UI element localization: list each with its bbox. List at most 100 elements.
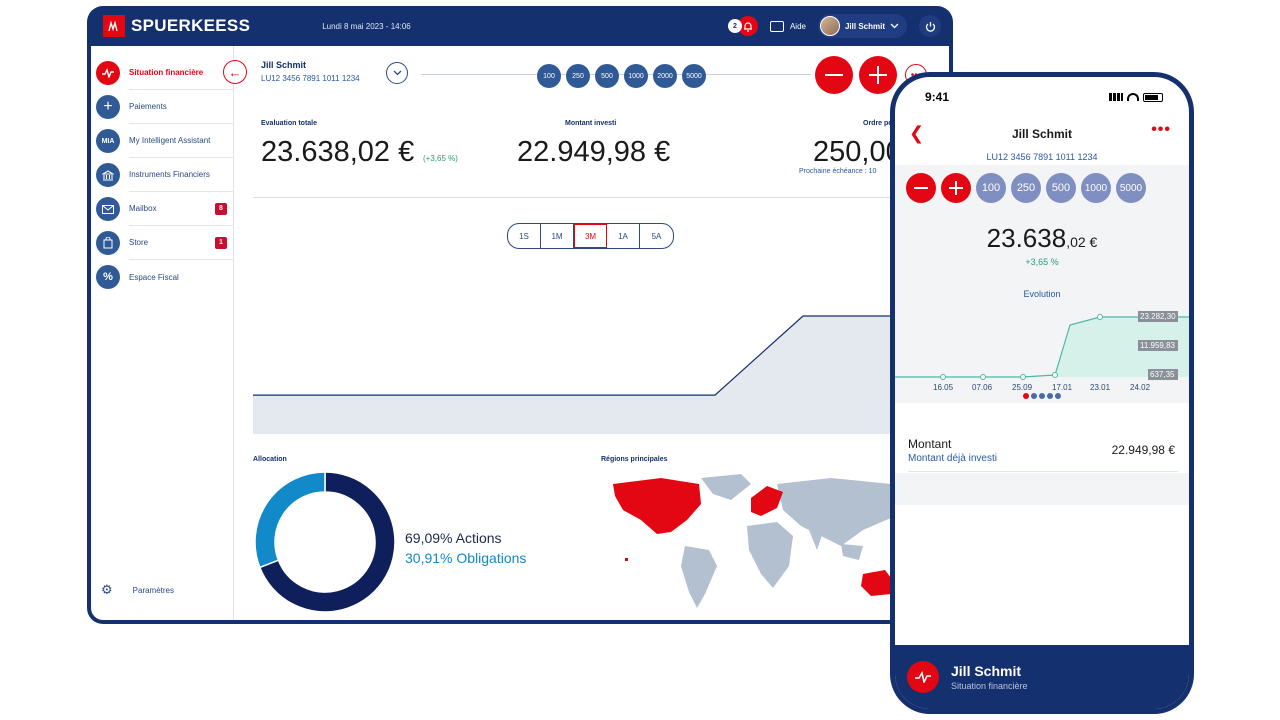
pager-dot[interactable] [1055, 393, 1061, 399]
sidebar-item-fiscal[interactable]: % Espace Fiscal [91, 260, 233, 294]
sidebar-item-label: Paiements [129, 102, 167, 111]
phone-amount-chip[interactable]: 100 [976, 173, 1006, 203]
phone-y-labels: 23.282,30 11.959,83 637,35 [1138, 311, 1178, 380]
account-iban: LU12 3456 7891 1011 1234 [261, 74, 360, 83]
sidebar-item-situation[interactable]: Situation financière [91, 56, 233, 90]
phone-chart-point [1097, 314, 1103, 320]
pager-dot[interactable] [1039, 393, 1045, 399]
total-value: 23.638,02 € [261, 136, 415, 168]
plus-button[interactable] [859, 56, 897, 94]
evolution-label: Evolution [1023, 289, 1061, 299]
minus-button[interactable] [815, 56, 853, 94]
sidebar-item-instruments[interactable]: Instruments Financiers [91, 158, 233, 192]
quick-amount-chip[interactable]: 500 [595, 64, 619, 88]
phone-bottom-bar[interactable]: Jill Schmit Situation financière [895, 645, 1189, 709]
top-bar: SPUERKEESS Lundi 8 mai 2023 - 14:06 2 Ai… [91, 6, 949, 46]
period-1m[interactable]: 1M [541, 224, 574, 248]
allocation-donut [254, 471, 396, 613]
user-name: Jill Schmit [844, 21, 885, 31]
phone-plus-button[interactable] [941, 173, 971, 203]
phone-amount-chip[interactable]: 250 [1011, 173, 1041, 203]
phone-amount-chip[interactable]: 5000 [1116, 173, 1146, 203]
legend-obligations: 30,91% Obligations [405, 550, 527, 566]
donut-slice-actions[interactable] [258, 471, 396, 613]
phone-account-name: Jill Schmit [1011, 127, 1073, 141]
signal-icon [1109, 93, 1123, 101]
order-label: Ordre pe [863, 120, 893, 127]
invested-label: Montant investi [565, 120, 617, 127]
phone-minus-button[interactable] [906, 173, 936, 203]
chevron-down-icon [393, 70, 401, 76]
sidebar-item-paiements[interactable]: + Paiements [91, 90, 233, 124]
montant-value: 22.949,98 € [1111, 443, 1175, 457]
phone-x-ticks: 16.05 07.06 25.09 17.01 23.01 24.02 [933, 383, 1151, 392]
current-date: Lundi 8 mai 2023 - 14:06 [322, 21, 411, 31]
bottom-bar-title: Jill Schmit [951, 663, 1022, 679]
phone-total-value: 23.638,02 € [895, 223, 1189, 254]
quick-amount-chip[interactable]: 2000 [653, 64, 677, 88]
logo[interactable]: SPUERKEESS [103, 15, 250, 37]
back-arrow-icon[interactable]: ← [223, 60, 247, 84]
status-time: 9:41 [925, 90, 950, 104]
phone-chart-point [940, 374, 946, 380]
world-map [613, 474, 891, 608]
phone-x-tick: 17.01 [1052, 383, 1073, 392]
settings-link[interactable]: ⚙ Paramètres [101, 582, 174, 598]
chevron-down-icon [890, 23, 899, 29]
map-europe [751, 486, 783, 516]
phone-amount-chip[interactable]: 1000 [1081, 173, 1111, 203]
quick-amount-chip[interactable]: 100 [537, 64, 561, 88]
sidebar-item-mia[interactable]: MIA My Intelligent Assistant [91, 124, 233, 158]
divider [908, 471, 1178, 472]
sidebar-item-store[interactable]: Store 1 [91, 226, 233, 260]
more-options-icon[interactable]: ••• [1151, 121, 1171, 138]
account-selector: ← Jill Schmit LU12 3456 7891 1011 1234 1… [223, 56, 949, 96]
quick-amount-chip[interactable]: 5000 [682, 64, 706, 88]
sidebar-item-label: Store [129, 238, 149, 247]
help-button[interactable]: Aide [769, 20, 806, 32]
period-1s[interactable]: 1S [508, 224, 541, 248]
invested-value: 22.949,98 € [517, 136, 671, 168]
account-name: Jill Schmit [261, 60, 307, 70]
pager-dot[interactable] [1023, 393, 1029, 399]
map-greenland [701, 474, 751, 500]
map-north-america [613, 478, 701, 534]
sidebar: Situation financière + Paiements MIA My … [91, 46, 234, 620]
bag-icon [96, 231, 120, 255]
montant-card [895, 403, 1189, 473]
phone-chart-point [1052, 372, 1058, 378]
main-panel: ← Jill Schmit LU12 3456 7891 1011 1234 1… [223, 46, 949, 620]
power-icon[interactable] [919, 15, 941, 37]
chat-icon [769, 20, 784, 32]
phone-quick-amounts: 100 250 500 1000 5000 [906, 173, 1146, 203]
avatar [819, 16, 840, 36]
phone-account-iban: LU12 3456 7891 1011 1234 [986, 152, 1098, 162]
quick-amount-chip[interactable]: 250 [566, 64, 590, 88]
order-value: 250,00 [813, 136, 902, 168]
sidebar-item-label: Instruments Financiers [129, 170, 210, 179]
total-label: Evaluation totale [261, 120, 318, 127]
phone-chart-point [980, 374, 986, 380]
phone-y-label-bg [1148, 369, 1178, 380]
donut-slice-obligations[interactable] [254, 471, 326, 569]
back-chevron-icon[interactable]: ❮ [909, 123, 925, 143]
notifications-button[interactable]: 2 [727, 16, 758, 36]
period-1a[interactable]: 1A [607, 224, 640, 248]
period-3m[interactable]: 3M [574, 224, 607, 248]
chart-pager[interactable] [1023, 393, 1061, 399]
phone-amount-chip[interactable]: 500 [1046, 173, 1076, 203]
phone-evolution-chart: 23.282,30 11.959,83 637,35 16.05 07.06 2… [895, 311, 1189, 392]
account-dropdown-button[interactable] [386, 62, 408, 84]
user-menu[interactable]: Jill Schmit [817, 14, 907, 38]
mia-icon: MIA [96, 129, 120, 153]
spuerkeess-logo-icon [103, 15, 125, 37]
status-bar: 9:41 [895, 77, 1189, 117]
period-5a[interactable]: 5A [651, 231, 662, 241]
tablet-frame: SPUERKEESS Lundi 8 mai 2023 - 14:06 2 Ai… [87, 6, 953, 624]
quick-amount-chip[interactable]: 1000 [624, 64, 648, 88]
mail-icon [96, 197, 120, 221]
pager-dot[interactable] [1047, 393, 1053, 399]
sidebar-item-label: Espace Fiscal [129, 272, 179, 282]
pager-dot[interactable] [1031, 393, 1037, 399]
sidebar-item-mailbox[interactable]: Mailbox 8 [91, 192, 233, 226]
